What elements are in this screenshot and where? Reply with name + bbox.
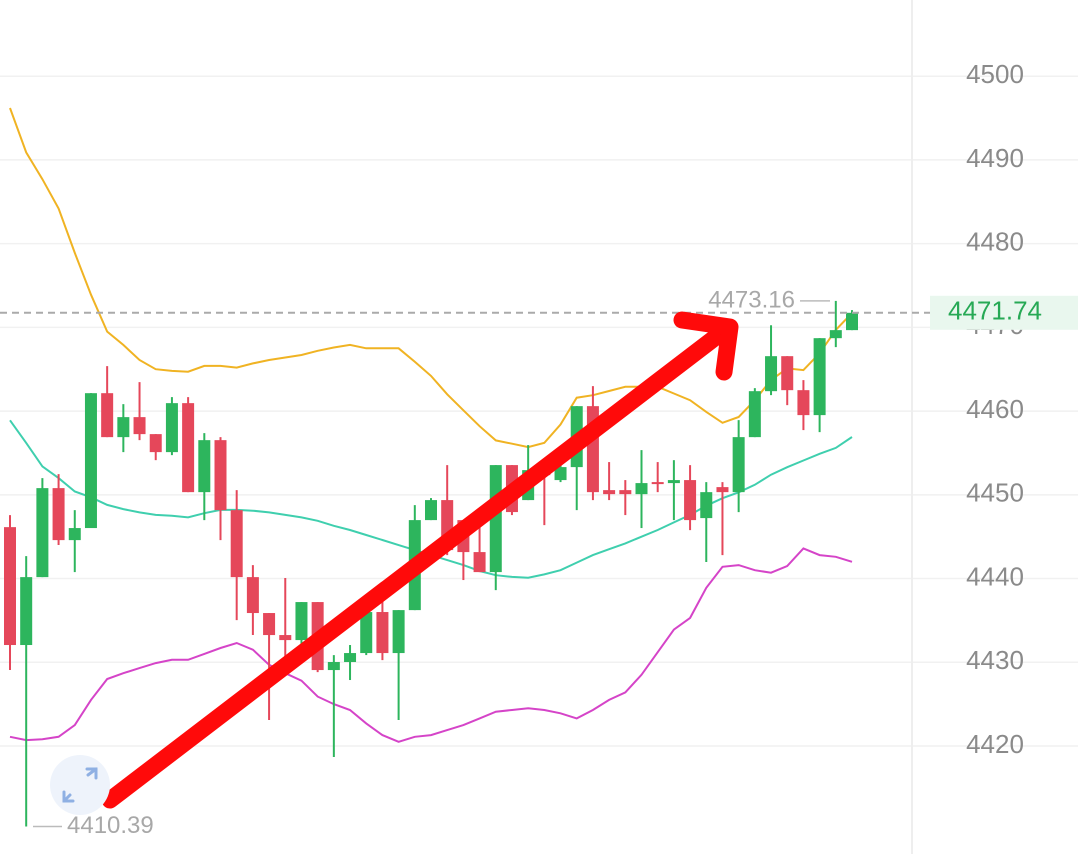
- candle-body: [214, 440, 227, 511]
- expand-icon[interactable]: [62, 767, 98, 803]
- candle-body: [425, 500, 437, 521]
- y-tick-label: 4490: [966, 143, 1024, 173]
- candle-body: [797, 390, 810, 416]
- candle-body: [700, 492, 713, 519]
- band-line: [9, 547, 853, 743]
- candle-body: [230, 510, 243, 578]
- candle-body: [732, 437, 745, 493]
- candle-body: [133, 417, 146, 435]
- candle-body: [829, 330, 842, 339]
- candle-body: [117, 417, 130, 438]
- candle-body: [716, 487, 729, 493]
- candle-body: [182, 403, 195, 493]
- candle-body: [101, 393, 114, 438]
- y-tick-label: 4500: [966, 59, 1024, 89]
- candle-body: [684, 480, 697, 521]
- candle-body: [765, 356, 778, 392]
- candle-body: [4, 527, 16, 646]
- candle-body: [198, 440, 211, 493]
- y-tick-label: 4420: [966, 729, 1024, 759]
- candle-body: [635, 483, 648, 495]
- y-tick-label: 4440: [966, 561, 1024, 591]
- grid: 442044304440445044604470448044904500: [0, 59, 1078, 759]
- y-tick-label: 4460: [966, 394, 1024, 424]
- candle-body: [36, 488, 49, 578]
- candle-body: [165, 403, 178, 453]
- candle-body: [392, 610, 405, 654]
- candle-body: [295, 602, 308, 641]
- candle-body: [489, 465, 502, 573]
- y-tick-label: 4480: [966, 227, 1024, 257]
- expand-button-bg[interactable]: [50, 755, 110, 815]
- candle-body: [20, 577, 33, 646]
- candle-body: [846, 312, 858, 331]
- candle-body: [619, 490, 632, 495]
- expand-button[interactable]: [50, 755, 110, 815]
- candle-body: [246, 577, 259, 614]
- candle-body: [360, 612, 373, 654]
- candle-body: [263, 613, 276, 636]
- labels: 4471.74 4473.16 4410.39: [0, 286, 1078, 839]
- candle-body: [52, 488, 65, 541]
- candle-body: [667, 480, 680, 484]
- y-tick-label: 4450: [966, 478, 1024, 508]
- candle-body: [84, 393, 97, 529]
- candle-body: [748, 391, 761, 438]
- candle-body: [344, 653, 357, 663]
- arrow-head: [673, 311, 739, 381]
- candle-body: [603, 490, 616, 495]
- arrow-shaft: [101, 321, 734, 809]
- trend-arrow: [101, 311, 739, 809]
- candle-body: [279, 635, 292, 641]
- candle-body: [376, 612, 389, 654]
- candle-body: [327, 662, 340, 671]
- y-tick-label: 4430: [966, 645, 1024, 675]
- candle-body: [651, 482, 664, 485]
- last-price-tag: [930, 295, 1078, 330]
- band-line: [9, 107, 853, 449]
- min-label: 4410.39: [67, 812, 154, 839]
- candle-body: [149, 434, 162, 453]
- candle-body: [473, 552, 486, 573]
- max-label: 4473.16: [708, 286, 795, 313]
- last-price-label: 4471.74: [948, 296, 1042, 326]
- candle-body: [781, 356, 794, 391]
- candle-body: [813, 338, 826, 416]
- candle-body: [68, 528, 81, 541]
- candle-body: [554, 467, 567, 481]
